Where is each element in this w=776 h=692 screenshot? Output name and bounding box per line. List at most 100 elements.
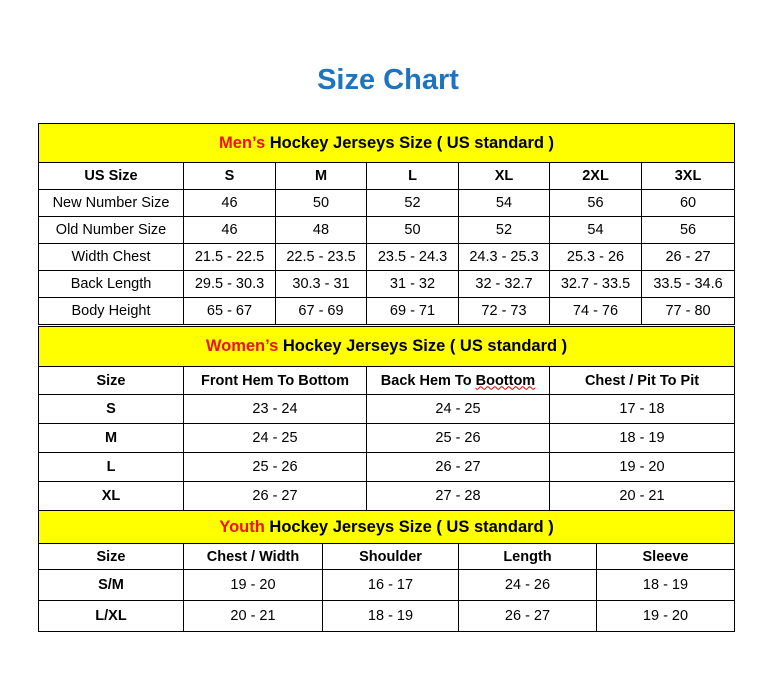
table-cell: 56 — [549, 189, 642, 217]
row-label: L — [38, 452, 184, 482]
section-title-text: Hockey Jerseys Size ( US standard ) — [269, 133, 555, 152]
column-header: Size — [38, 366, 184, 395]
row-label: XL — [38, 481, 184, 511]
table-cell: 24.3 - 25.3 — [458, 243, 550, 271]
column-header-text: Front Hem To Bottom — [201, 372, 349, 389]
table-cell: 26 - 27 — [183, 481, 367, 511]
table-cell: 32 - 32.7 — [458, 270, 550, 298]
column-header: Shoulder — [322, 543, 459, 570]
table-cell: 26 - 27 — [640, 243, 736, 271]
table-cell: 32.7 - 33.5 — [549, 270, 642, 298]
misspelled-word: Boottom — [475, 372, 536, 389]
table-cell: 52 — [366, 189, 459, 217]
table-cell: 27 - 28 — [366, 481, 550, 511]
section-header: Youth Hockey Jerseys Size ( US standard … — [37, 510, 736, 544]
table-row: Width Chest 21.5 - 22.5 22.5 - 23.5 23.5 - … — [38, 243, 736, 271]
page-title: Size Chart — [317, 64, 459, 96]
table-row: S 23 - 24 24 - 25 17 - 18 — [38, 394, 736, 424]
table-cell: 30.3 - 31 — [275, 270, 367, 298]
column-header-text: M — [314, 168, 328, 184]
table-cell: 31 - 32 — [366, 270, 459, 298]
table-cell: 46 — [183, 216, 276, 244]
table-cell: 54 — [549, 216, 642, 244]
row-label: S — [38, 394, 184, 424]
row-label: S/M — [38, 569, 184, 601]
table-cell: 29.5 - 30.3 — [183, 270, 276, 298]
table-cell: 52 — [458, 216, 550, 244]
section-title: Men’s Hockey Jerseys Size ( US standard … — [37, 123, 736, 163]
table-cell: 24 - 25 — [183, 423, 367, 453]
column-header-text: 3XL — [674, 168, 702, 184]
table-cell: 56 — [640, 216, 736, 244]
column-header: S — [183, 162, 276, 190]
column-header-text: Chest / Width — [206, 548, 300, 565]
table-cell: 50 — [366, 216, 459, 244]
section-header: Men’s Hockey Jerseys Size ( US standard … — [37, 123, 736, 163]
column-header: Chest / Width — [183, 543, 323, 570]
column-header: Chest / Pit To Pit — [548, 366, 736, 395]
table-cell: 72 - 73 — [458, 297, 550, 325]
table-cell: 17 - 18 — [548, 394, 736, 424]
table-cell: 33.5 - 34.6 — [640, 270, 736, 298]
column-header-text: Shoulder — [359, 548, 422, 565]
womens-size-table: Women’s Hockey Jerseys Size ( US standar… — [37, 326, 736, 511]
table-cell: 69 - 71 — [366, 297, 459, 325]
table-cell: 19 - 20 — [595, 600, 736, 632]
table-cell: 26 - 27 — [458, 600, 597, 632]
column-header: 3XL — [640, 162, 736, 190]
table-cell: 26 - 27 — [366, 452, 550, 482]
table-cell: 24 - 25 — [366, 394, 550, 424]
column-header: L — [366, 162, 459, 190]
column-header: Front Hem To Bottom — [183, 366, 367, 395]
row-label: Width Chest — [38, 243, 184, 271]
table-row: Body Height 65 - 67 67 - 69 69 - 71 72 - 73 7… — [38, 297, 736, 325]
table-cell: 60 — [640, 189, 736, 217]
row-label: Body Height — [38, 297, 184, 325]
column-header-text: Chest / Pit To Pit — [584, 372, 700, 389]
column-header-text: Length — [503, 548, 552, 565]
column-header-text: 2XL — [582, 168, 609, 184]
table-cell: 48 — [275, 216, 367, 244]
section-label: Men’s — [219, 133, 266, 152]
table-row: Back Length 29.5 - 30.3 30.3 - 31 31 - 32 32… — [38, 270, 736, 298]
column-header-text: Size — [96, 548, 126, 565]
table-cell: 74 - 76 — [549, 297, 642, 325]
section-header: Women’s Hockey Jerseys Size ( US standar… — [37, 326, 736, 367]
table-cell: 18 - 19 — [322, 600, 459, 632]
column-header-text: US Size — [84, 168, 138, 184]
table-cell: 21.5 - 22.5 — [183, 243, 276, 271]
table-row: L/XL 20 - 21 18 - 19 26 - 27 19 - 20 — [38, 600, 736, 632]
column-header-text: Back Hem To Boottom — [380, 372, 536, 389]
section-label: Youth — [219, 517, 265, 536]
section-title: Women’s Hockey Jerseys Size ( US standar… — [37, 326, 736, 367]
table-cell: 20 - 21 — [183, 600, 323, 632]
table-cell: 67 - 69 — [275, 297, 367, 325]
table-cell: 65 - 67 — [183, 297, 276, 325]
table-cell: 23.5 - 24.3 — [366, 243, 459, 271]
column-header: Size — [38, 543, 184, 570]
section-title-text: Hockey Jerseys Size ( US standard ) — [269, 517, 554, 536]
row-label: New Number Size — [38, 189, 184, 217]
row-label: Back Length — [38, 270, 184, 298]
row-label: Old Number Size — [38, 216, 184, 244]
column-header-text: L — [408, 168, 417, 184]
table-cell: 25 - 26 — [366, 423, 550, 453]
column-header: XL — [458, 162, 550, 190]
section-label: Women’s — [205, 337, 279, 355]
table-row: New Number Size 46 50 52 54 56 60 — [38, 189, 736, 217]
row-label: M — [38, 423, 184, 453]
column-header-text: S — [224, 168, 235, 184]
header-row: US Size S M L XL 2XL 3XL — [38, 162, 736, 190]
column-header: 2XL — [549, 162, 642, 190]
table-cell: 18 - 19 — [548, 423, 736, 453]
column-header: Back Hem To Boottom — [366, 366, 550, 395]
table-row: L 25 - 26 26 - 27 19 - 20 — [38, 452, 736, 482]
column-header: Length — [458, 543, 597, 570]
table-cell: 16 - 17 — [322, 569, 459, 601]
header-row: Size Front Hem To Bottom Back Hem To Boott… — [38, 366, 736, 395]
table-cell: 46 — [183, 189, 276, 217]
table-row: Old Number Size 46 48 50 52 54 56 — [38, 216, 736, 244]
section-title: Youth Hockey Jerseys Size ( US standard … — [37, 510, 736, 544]
column-header-text: Sleeve — [642, 548, 689, 565]
table-cell: 25 - 26 — [183, 452, 367, 482]
